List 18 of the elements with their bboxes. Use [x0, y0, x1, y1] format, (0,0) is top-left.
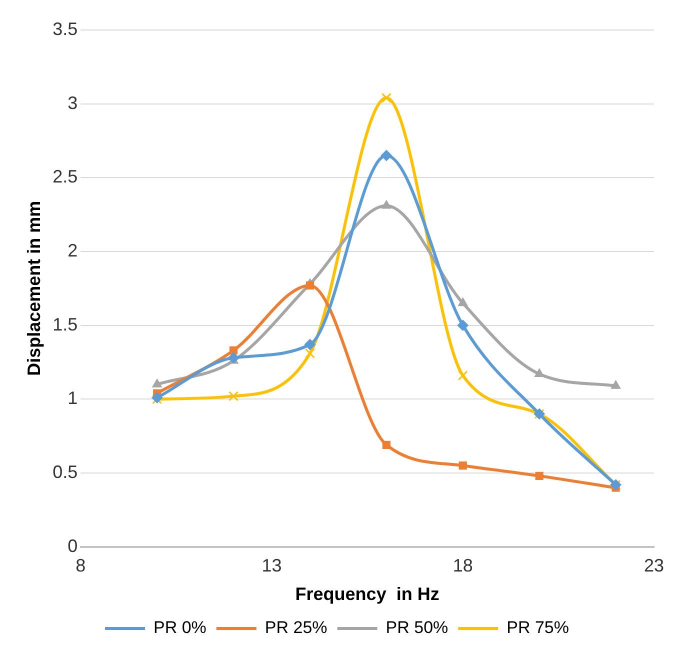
legend-label: PR 75% — [506, 618, 570, 638]
y-tick-label: 2.5 — [52, 166, 78, 187]
y-tick-label: 1 — [68, 388, 78, 408]
x-tick-label: 8 — [76, 556, 86, 576]
x-axis-title: Frequency in Hz — [295, 584, 440, 604]
x-tick-label: 23 — [644, 556, 664, 576]
legend-label: PR 0% — [154, 618, 206, 638]
y-tick-label: 0 — [68, 536, 78, 556]
y-tick-label: 0.5 — [52, 462, 78, 482]
x-tick-label: 18 — [452, 556, 473, 576]
y-tick-label: 3.5 — [52, 18, 78, 39]
y-tick-label: 2 — [68, 240, 78, 260]
x-tick-label: 13 — [262, 556, 282, 576]
y-tick-label: 3 — [68, 92, 78, 113]
legend-label: PR 25% — [264, 618, 328, 638]
y-tick-label: 1.5 — [52, 314, 78, 334]
legend-label: PR 50% — [386, 618, 448, 638]
y-axis-title: Displacement in mm — [24, 200, 44, 376]
